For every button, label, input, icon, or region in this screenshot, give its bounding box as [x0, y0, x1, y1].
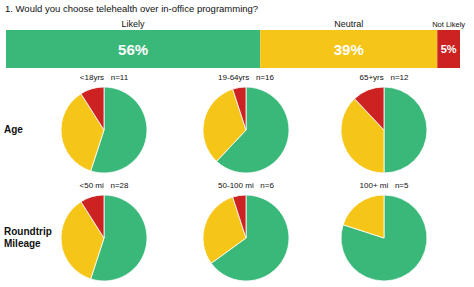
html-text:1. Would you choose telehealth: 1. Would you choose telehealth over in-o… — [5, 3, 259, 14]
svg-text:5%: 5% — [441, 43, 457, 55]
html-text:100+ mi n=5: 100+ mi n=5 — [359, 181, 409, 190]
html-text:<18yrs n=11: <18yrs n=11 — [79, 73, 129, 82]
html-text:50-100 mi n=6: 50-100 mi n=6 — [218, 181, 274, 190]
html-text:Age: Age — [4, 124, 23, 135]
svg-text:56%: 56% — [118, 41, 148, 58]
svg-text:Not Likely: Not Likely — [432, 20, 465, 29]
svg-text:Neutral: Neutral — [334, 19, 363, 29]
html-text:19-64yrs n=16: 19-64yrs n=16 — [218, 73, 274, 82]
svg-text:Likely: Likely — [122, 19, 146, 29]
html-text:Roundtrip Mileage: Roundtrip Mileage — [4, 226, 52, 249]
html-text:65+yrs n=12: 65+yrs n=12 — [359, 73, 409, 82]
html-text:<50 mi n=28: <50 mi n=28 — [79, 181, 129, 190]
svg-text:39%: 39% — [334, 41, 364, 58]
